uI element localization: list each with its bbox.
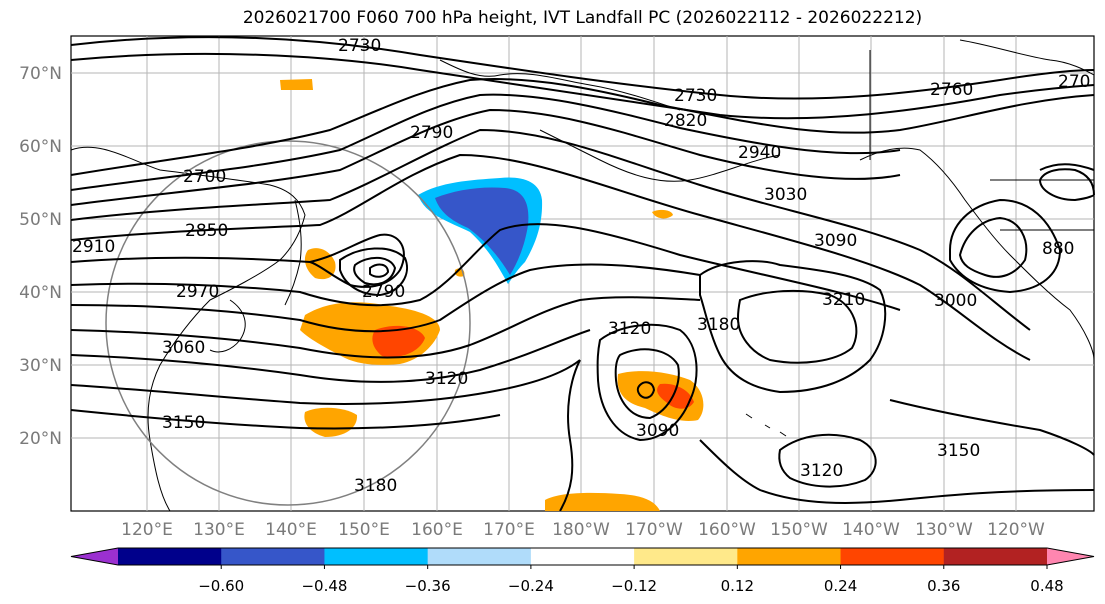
contour-label: 880 [1042,239,1074,259]
longitude-label: 160°E [411,520,463,540]
colorbar-tick-label: 0.24 [824,577,857,595]
contour-label: 2700 [183,167,226,187]
contour-label: 3000 [934,291,977,311]
colorbar-outline [70,547,1095,566]
contour-label: 3060 [162,338,205,358]
colorbar-segment [71,548,118,565]
contour-label: 2850 [185,221,228,241]
longitude-label: 150°W [770,520,828,540]
longitude-label: 120°E [121,520,173,540]
colorbar-segment [118,548,222,565]
latitude-label: 30°N [19,356,62,376]
colorbar-tick-label: −0.36 [405,577,451,595]
contour-label: 3120 [425,369,468,389]
longitude-label: 130°E [193,520,245,540]
map-title: 2026021700 F060 700 hPa height, IVT Land… [242,8,923,28]
contour-label: 3030 [764,185,807,205]
colorbar-tick-label: −0.12 [611,577,657,595]
colorbar-tick-label: 0.12 [721,577,754,595]
ivt-positive-region-bottom [545,492,660,511]
contour-label: 3150 [937,441,980,461]
latitude-label: 50°N [19,210,62,230]
colorbar-segment [943,548,1048,565]
colorbar-segment [324,548,429,565]
colorbar-tick-label: −0.60 [198,577,244,595]
longitude-label: 170°W [625,520,683,540]
latitude-label: 20°N [19,429,62,449]
longitude-label: 120°W [987,520,1045,540]
contour-label: 3150 [162,413,205,433]
colorbar-segment [840,548,945,565]
contour-label: 2790 [362,282,405,302]
colorbar-segment [530,548,635,565]
colorbar-tick-label: 0.48 [1030,577,1063,595]
colorbar-tick-label: −0.48 [301,577,347,595]
longitude-label: 140°E [265,520,317,540]
longitude-label: 140°W [842,520,900,540]
contour-label: 2790 [410,123,453,143]
contour-label: 2730 [338,36,381,56]
longitude-label: 160°W [698,520,756,540]
contour-label: 2940 [738,143,781,163]
contour-label: 3180 [697,315,740,335]
contour-labels: 2730 2730 2760 270 2790 2820 2940 2700 3… [72,36,1090,496]
colorbar-segment [1047,548,1094,565]
latitude-label: 60°N [19,137,62,157]
contour-label: 3120 [800,461,843,481]
colorbar-tick-label: 0.36 [927,577,960,595]
contour-label: 3210 [822,290,865,310]
ivt-positive-core-hawaii [657,383,694,409]
ivt-positive-core-japan [372,325,425,358]
latitude-label: 70°N [19,64,62,84]
landfall-radius-circle [105,140,471,506]
contour-label: 3090 [814,231,857,251]
colorbar-segment [634,548,738,565]
contour-label: 3180 [354,476,397,496]
longitude-label: 180°W [552,520,610,540]
contour-label: 3090 [636,421,679,441]
colorbar-tick-label: −0.24 [508,577,554,595]
contour-label: 3120 [608,319,651,339]
longitude-label: 170°E [483,520,535,540]
longitude-labels: 120°E 130°E 140°E 150°E 160°E 170°E 180°… [121,520,1045,540]
contour-label: 2760 [930,80,973,100]
colorbar-segment [737,548,842,565]
graticule [71,36,1094,511]
contour-label: 2820 [664,111,707,131]
height-contours [70,36,1095,512]
latitude-label: 40°N [19,283,62,303]
map-panel: 2730 2730 2760 270 2790 2820 2940 2700 3… [70,35,1095,512]
colorbar: −0.60 −0.48 −0.36 −0.24 −0.12 0.12 0.24 0.36 0.4… [70,547,1095,595]
contour-label: 2730 [674,86,717,106]
ivt-negative-core [435,187,529,275]
ivt-positive-region-small [280,79,313,90]
ivt-positive-region-dot [652,209,673,219]
longitude-label: 150°E [338,520,390,540]
contour-label: 2910 [72,237,115,257]
ivt-shading [280,79,704,511]
ivt-positive-region-south [304,407,358,437]
colorbar-segment [221,548,325,565]
colorbar-segment [427,548,532,565]
contour-label: 270 [1058,72,1090,92]
contour-label: 2970 [176,282,219,302]
latitude-labels: 70°N 60°N 50°N 40°N 30°N 20°N [19,64,62,449]
longitude-label: 130°W [915,520,973,540]
